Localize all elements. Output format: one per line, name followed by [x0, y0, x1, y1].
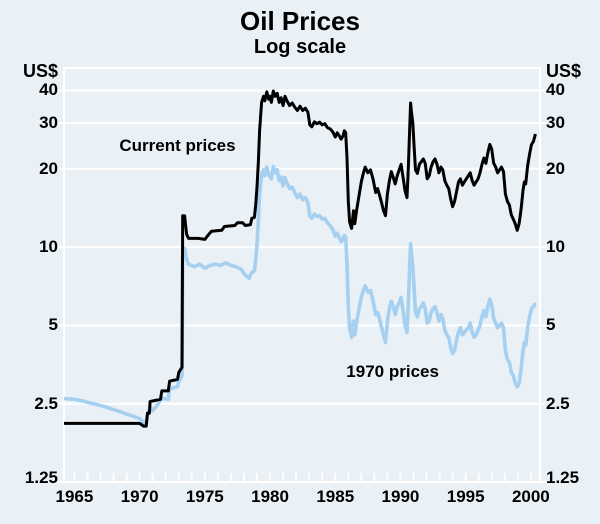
chart-subtitle: Log scale — [253, 36, 347, 58]
x-tick-label: 1985 — [316, 487, 355, 506]
y-tick-label-right: 40 — [546, 80, 565, 100]
plot-frame — [63, 67, 541, 483]
x-tick-label: 1975 — [185, 487, 224, 506]
y-tick-label-left: 40 — [39, 80, 58, 100]
y-tick-label-right: 5 — [546, 315, 556, 335]
y-tick-label-right: 2.5 — [546, 393, 570, 413]
y-tick-label-left: 20 — [39, 158, 58, 178]
series-prices_1970 — [63, 164, 538, 426]
y-tick-label-left: 5 — [48, 315, 58, 335]
series-label-current-prices: Current prices — [119, 136, 236, 156]
y-tick-label-right: 10 — [546, 237, 565, 257]
x-tick-label: 1980 — [251, 487, 289, 506]
y-tick-label-left: 1.25 — [24, 468, 58, 487]
y-tick-label-left: 10 — [39, 237, 58, 257]
x-tick-label: 1990 — [381, 487, 420, 506]
x-tick-label: 1995 — [446, 487, 485, 506]
y-tick-label-right: 1.25 — [546, 468, 580, 487]
chart-title: Oil Prices — [240, 6, 360, 36]
y-axis-unit-right: US$ — [546, 61, 582, 81]
y-tick-label-right: 20 — [546, 158, 565, 178]
y-tick-label-right: 30 — [546, 112, 565, 132]
y-tick-label-left: 2.5 — [34, 393, 58, 413]
y-axis-unit-left: US$ — [22, 61, 58, 81]
x-tick-label: 1965 — [55, 487, 94, 506]
y-tick-label-left: 30 — [39, 112, 58, 132]
x-tick-label: 2000 — [511, 487, 550, 506]
x-tick-label: 1970 — [120, 487, 159, 506]
series-label-1970-prices: 1970 prices — [346, 362, 439, 382]
series-current_prices — [64, 89, 537, 428]
